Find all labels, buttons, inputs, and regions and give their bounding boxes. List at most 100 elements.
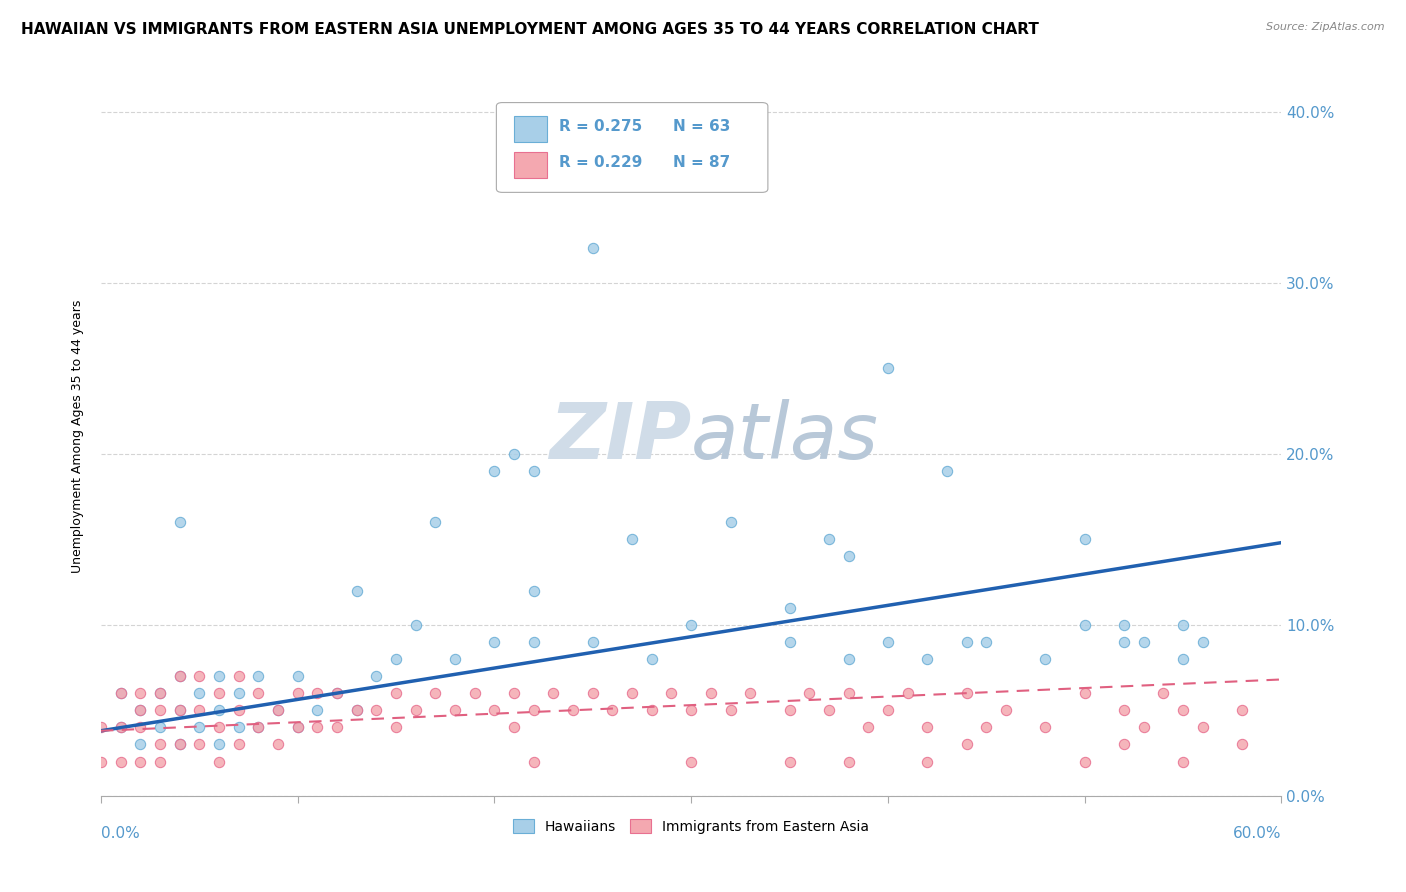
Point [228, 720, 250, 734]
Point [188, 686, 211, 700]
Point [818, 703, 841, 717]
Point [208, 738, 231, 752]
Point [523, 755, 546, 769]
Point [228, 738, 250, 752]
Point [208, 669, 231, 683]
Point [1132, 720, 1154, 734]
Point [1171, 652, 1194, 666]
Point [503, 447, 526, 461]
Point [149, 720, 172, 734]
Point [1112, 703, 1135, 717]
Point [1073, 617, 1095, 632]
Point [1171, 703, 1194, 717]
Legend: Hawaiians, Immigrants from Eastern Asia: Hawaiians, Immigrants from Eastern Asia [508, 814, 875, 839]
Point [208, 686, 231, 700]
Point [129, 738, 152, 752]
Point [307, 720, 329, 734]
Point [779, 600, 801, 615]
Point [346, 703, 368, 717]
Point [1152, 686, 1174, 700]
Point [779, 635, 801, 649]
Point [385, 652, 408, 666]
Point [1171, 617, 1194, 632]
Point [247, 686, 270, 700]
Point [523, 703, 546, 717]
Point [326, 720, 349, 734]
Point [247, 720, 270, 734]
Point [228, 669, 250, 683]
Point [838, 755, 860, 769]
Point [444, 703, 467, 717]
Point [425, 515, 447, 529]
Point [877, 703, 900, 717]
Point [562, 703, 585, 717]
Point [700, 686, 723, 700]
Point [149, 686, 172, 700]
Point [307, 686, 329, 700]
Point [169, 738, 191, 752]
Point [582, 635, 605, 649]
Text: HAWAIIAN VS IMMIGRANTS FROM EASTERN ASIA UNEMPLOYMENT AMONG AGES 35 TO 44 YEARS : HAWAIIAN VS IMMIGRANTS FROM EASTERN ASIA… [21, 22, 1039, 37]
Point [169, 515, 191, 529]
Point [720, 703, 742, 717]
Point [1112, 617, 1135, 632]
Point [444, 652, 467, 666]
Point [484, 703, 506, 717]
Point [838, 686, 860, 700]
FancyBboxPatch shape [515, 153, 547, 178]
Point [208, 703, 231, 717]
FancyBboxPatch shape [515, 116, 547, 142]
FancyBboxPatch shape [496, 103, 768, 193]
Point [720, 515, 742, 529]
Point [346, 703, 368, 717]
Point [149, 703, 172, 717]
Point [955, 738, 977, 752]
Point [621, 686, 644, 700]
Point [188, 738, 211, 752]
Point [681, 703, 703, 717]
Point [90, 720, 112, 734]
Point [129, 703, 152, 717]
Point [955, 686, 977, 700]
Point [169, 703, 191, 717]
Point [326, 686, 349, 700]
Text: 60.0%: 60.0% [1233, 826, 1281, 841]
Point [838, 652, 860, 666]
Point [366, 703, 388, 717]
Point [621, 533, 644, 547]
Point [169, 669, 191, 683]
Point [1112, 738, 1135, 752]
Point [915, 755, 938, 769]
Point [267, 703, 290, 717]
Point [188, 720, 211, 734]
Point [974, 635, 997, 649]
Point [503, 686, 526, 700]
Point [641, 703, 664, 717]
Point [188, 703, 211, 717]
Point [425, 686, 447, 700]
Point [503, 720, 526, 734]
Point [247, 720, 270, 734]
Point [799, 686, 821, 700]
Point [346, 583, 368, 598]
Point [681, 755, 703, 769]
Point [1073, 755, 1095, 769]
Point [405, 703, 427, 717]
Point [110, 686, 132, 700]
Point [326, 686, 349, 700]
Point [1112, 635, 1135, 649]
Point [110, 720, 132, 734]
Point [267, 703, 290, 717]
Point [228, 686, 250, 700]
Point [740, 686, 762, 700]
Point [838, 549, 860, 564]
Point [1171, 755, 1194, 769]
Point [110, 686, 132, 700]
Point [129, 686, 152, 700]
Point [129, 755, 152, 769]
Point [90, 755, 112, 769]
Point [582, 242, 605, 256]
Point [681, 617, 703, 632]
Text: Source: ZipAtlas.com: Source: ZipAtlas.com [1267, 22, 1385, 32]
Point [287, 669, 309, 683]
